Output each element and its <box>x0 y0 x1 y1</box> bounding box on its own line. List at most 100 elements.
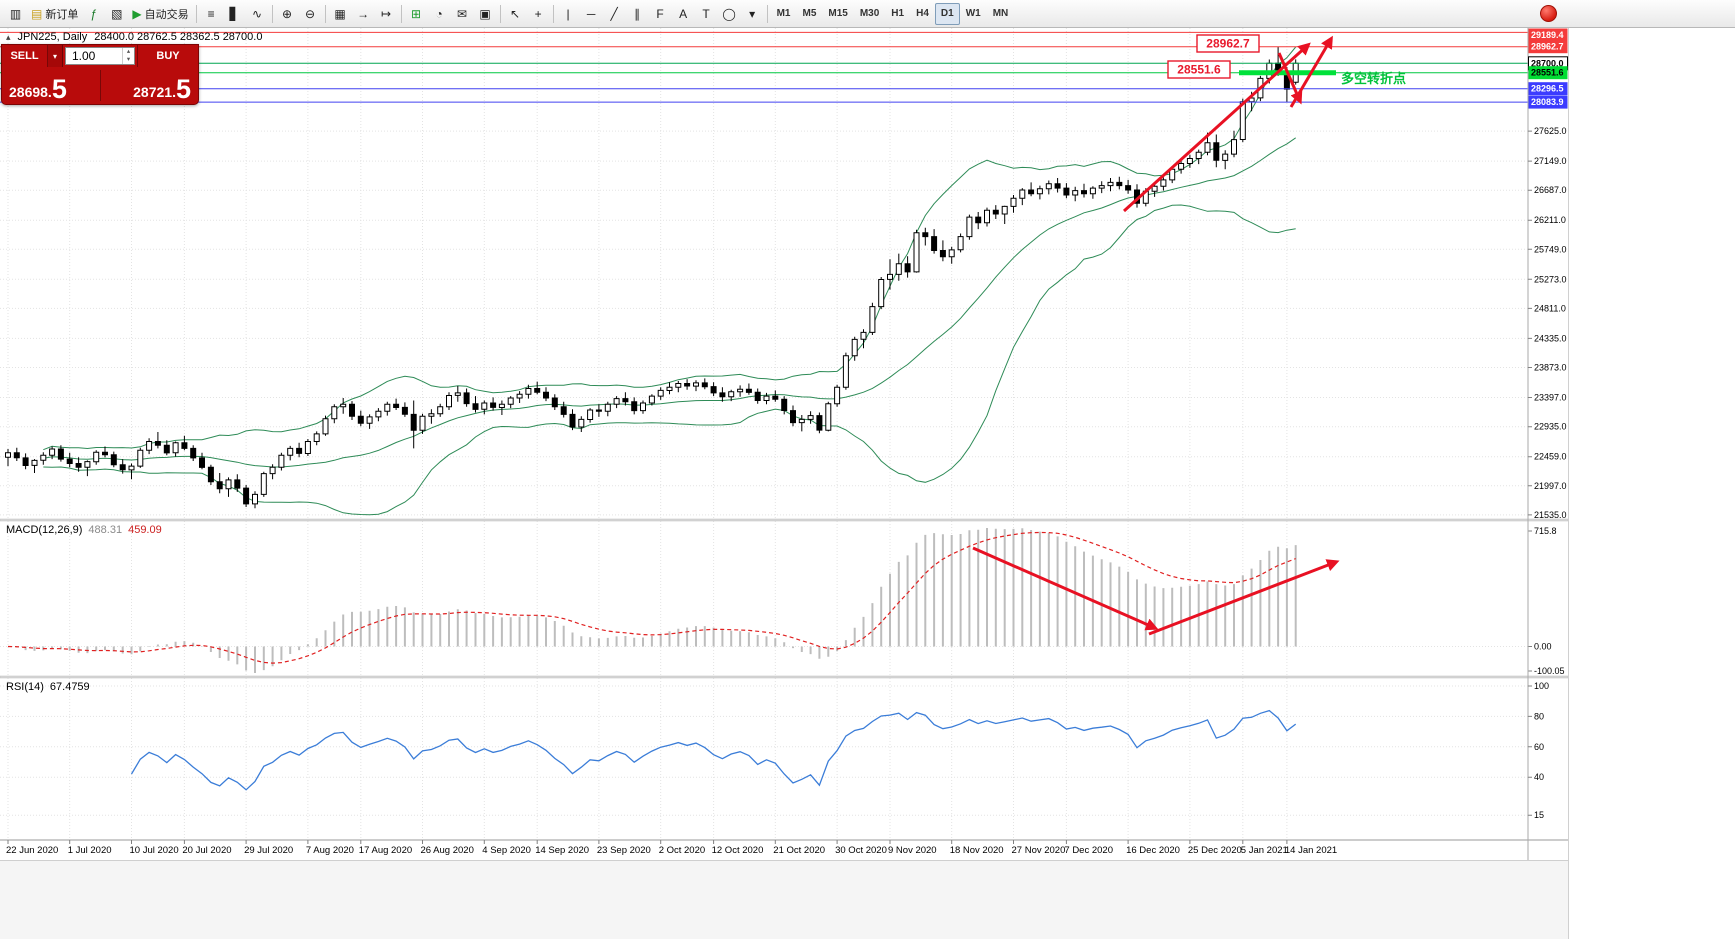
cursor-icon[interactable]: ↖ <box>504 3 527 25</box>
price-callout-box[interactable] <box>1196 34 1260 53</box>
channel-icon[interactable]: ∥ <box>626 3 649 25</box>
price-divider <box>100 70 101 101</box>
volume-increase-icon[interactable]: ▴ <box>126 48 131 55</box>
svg-text:22459.0: 22459.0 <box>1534 452 1567 462</box>
bar-chart-icon[interactable]: ≡ <box>200 3 223 25</box>
timeframe-m30-button[interactable]: M30 <box>854 3 885 25</box>
timeframe-h4-button[interactable]: H4 <box>910 3 935 25</box>
buy-button[interactable]: BUY <box>137 45 198 67</box>
mail-icon[interactable]: ✉ <box>451 3 474 25</box>
time-axis-labels: 22 Jun 2020 1 Jul 2020 10 Jul 202020 Jul 2… <box>6 845 1337 856</box>
candlestick-chart-icon[interactable]: ▋ <box>223 3 246 25</box>
sell-price[interactable]: 28698. 5 <box>2 67 100 104</box>
timeframe-m15-button[interactable]: M15 <box>822 3 853 25</box>
pivot-point-text[interactable]: 多空转折点 <box>1341 71 1406 86</box>
price-callout-box[interactable] <box>1167 60 1231 79</box>
pane-splitter-rsi[interactable] <box>0 675 1569 679</box>
new-order-button[interactable]: ▤ 新订单 <box>27 3 82 25</box>
chart-shift-icon[interactable]: ↦ <box>375 3 398 25</box>
chart-area[interactable]: 715.8 0.00 -100.05 28962.7 28551.6 多空转折点 27625… <box>0 28 1569 860</box>
fibonacci-icon[interactable]: F <box>649 3 672 25</box>
rsi-indicator-label: RSI(14) 67.4759 <box>6 681 90 693</box>
timeframe-d1-button[interactable]: D1 <box>934 2 960 25</box>
sell-price-small: 28698. <box>9 84 52 100</box>
volume-field[interactable]: 1.00 ▴ ▾ <box>65 47 135 65</box>
volume-spinner[interactable]: ▴ ▾ <box>122 48 134 64</box>
tile-windows-icon[interactable]: ▦ <box>329 3 352 25</box>
toolbar-separator <box>400 4 402 23</box>
macd-signal-line[interactable] <box>7 531 1296 664</box>
auto-scroll-icon[interactable]: → <box>352 3 375 25</box>
rsi-value: 67.4759 <box>49 681 90 693</box>
autotrading-button: ▶ <box>132 6 142 21</box>
volume-decrease-icon[interactable]: ▾ <box>126 56 131 63</box>
rsi-line[interactable] <box>130 709 1297 791</box>
alerts-icon[interactable]: ◔ <box>428 3 451 25</box>
svg-text:-100.05: -100.05 <box>1534 666 1565 676</box>
trend-arrow-2[interactable] <box>1289 35 1333 108</box>
vertical-line-icon: | <box>566 6 570 21</box>
volume-value[interactable]: 1.00 <box>72 49 96 63</box>
one-click-expander-icon[interactable]: ▴ <box>6 31 11 42</box>
zoom-in-icon[interactable]: ⊕ <box>276 3 299 25</box>
shapes-icon[interactable]: ◯ <box>718 3 741 25</box>
community-record-icon[interactable] <box>1540 5 1557 22</box>
timeframe-mn-button[interactable]: MN <box>987 3 1015 25</box>
autotrading-button-label: 自动交易 <box>144 8 189 21</box>
price-scale[interactable] <box>1528 28 1568 840</box>
svg-text:28700.0: 28700.0 <box>1531 58 1564 68</box>
svg-text:715.8: 715.8 <box>1534 526 1557 536</box>
pane-splitter-macd[interactable] <box>0 518 1569 522</box>
profiles-icon[interactable]: ▧ <box>105 3 128 25</box>
news-icon[interactable]: ▣ <box>474 3 497 25</box>
chart-canvas[interactable]: 715.8 0.00 -100.05 28962.7 28551.6 多空转折点 27625… <box>0 28 1569 860</box>
timeframe-m1-button[interactable]: M1 <box>771 3 797 25</box>
timeframe-m5-button[interactable]: M5 <box>796 3 822 25</box>
indicators-icon[interactable]: ƒ <box>82 3 105 25</box>
mail-icon: ✉ <box>457 6 468 21</box>
text-label-icon[interactable]: T <box>695 3 718 25</box>
macd-histogram[interactable] <box>8 528 1297 673</box>
right-empty-area <box>1568 28 1735 939</box>
text-icon: A <box>679 6 688 21</box>
order-type-dropdown-icon[interactable]: ▾ <box>48 45 63 67</box>
chart-background <box>0 28 1568 860</box>
svg-text:26 Aug 2020: 26 Aug 2020 <box>421 845 474 856</box>
timeframe-h1-button[interactable]: H1 <box>885 3 910 25</box>
svg-text:14 Jan 2021: 14 Jan 2021 <box>1285 845 1337 856</box>
time-axis-ticks <box>7 840 1288 844</box>
time-scale[interactable] <box>0 840 1528 860</box>
svg-text:12 Oct 2020: 12 Oct 2020 <box>712 845 764 856</box>
sell-button[interactable]: SELL <box>2 45 48 67</box>
vertical-line-icon[interactable]: | <box>557 3 580 25</box>
svg-text:40: 40 <box>1534 772 1544 782</box>
svg-text:20 Jul 2020: 20 Jul 2020 <box>182 845 231 856</box>
svg-text:9 Nov 2020: 9 Nov 2020 <box>888 845 937 856</box>
svg-text:28083.9: 28083.9 <box>1531 97 1564 107</box>
trendline-icon[interactable]: ╱ <box>603 3 626 25</box>
trend-arrow-0[interactable] <box>1122 42 1311 213</box>
autotrading-button[interactable]: ▶ 自动交易 <box>128 3 192 25</box>
text-icon[interactable]: A <box>672 3 695 25</box>
bull-candles[interactable] <box>5 62 1299 505</box>
svg-text:28296.5: 28296.5 <box>1531 84 1564 94</box>
svg-text:25 Dec 2020: 25 Dec 2020 <box>1188 845 1242 856</box>
macd-trend-arrow-1[interactable] <box>1148 559 1340 636</box>
dropdown-arrow-icon[interactable]: ▾ <box>741 3 764 25</box>
trend-arrow-1[interactable] <box>1277 52 1303 105</box>
zoom-out-icon: ⊖ <box>305 6 316 21</box>
line-chart-icon[interactable]: ∿ <box>246 3 269 25</box>
crosshair-icon[interactable]: + <box>527 3 550 25</box>
zoom-out-icon[interactable]: ⊖ <box>299 3 322 25</box>
bollinger-middle-band[interactable] <box>43 137 1296 468</box>
chart-window-icon[interactable]: ▥ <box>4 3 27 25</box>
buy-price[interactable]: 28721. 5 <box>100 67 198 104</box>
svg-text:27625.0: 27625.0 <box>1534 126 1567 136</box>
price-tag-28551.6 <box>1528 66 1568 80</box>
add-indicator-icon[interactable]: ⊞ <box>405 3 428 25</box>
bear-candles[interactable] <box>13 62 1290 505</box>
horizontal-line-icon[interactable]: ─ <box>580 3 603 25</box>
timeframe-w1-button[interactable]: W1 <box>960 3 987 25</box>
macd-trend-arrow-0[interactable] <box>972 546 1159 631</box>
svg-text:25273.0: 25273.0 <box>1534 274 1567 284</box>
